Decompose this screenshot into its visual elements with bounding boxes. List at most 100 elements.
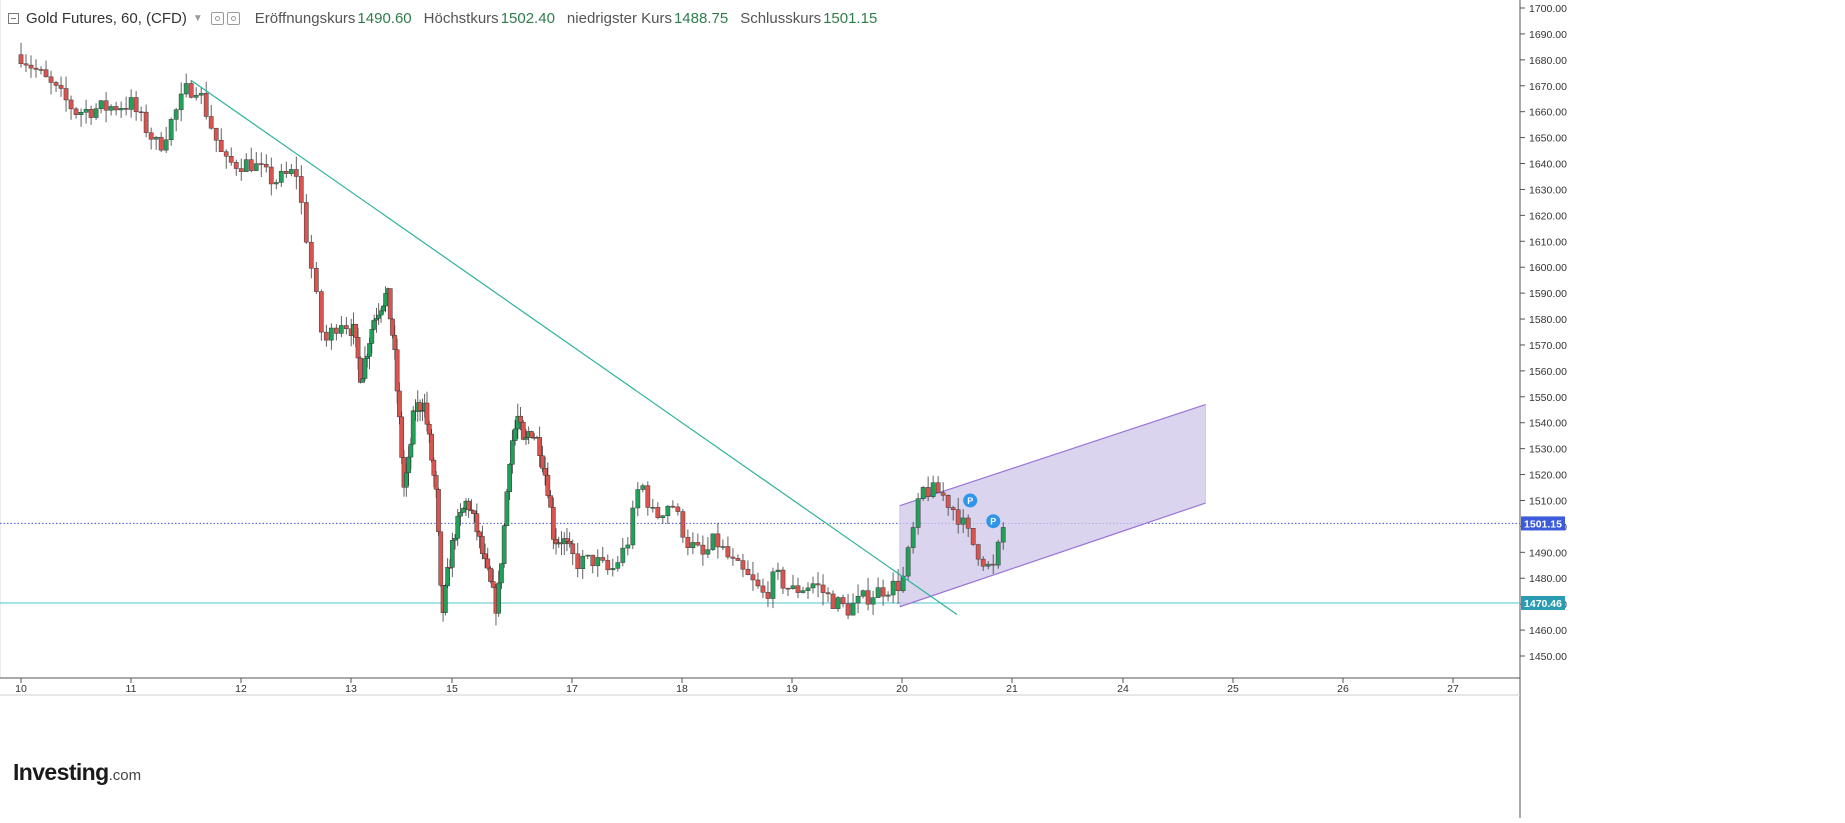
candle-down [466,500,472,511]
candle-down [880,587,886,597]
candle-down [38,69,44,71]
candle-down [228,156,234,163]
candle-down [605,560,611,571]
candle-up [198,92,204,96]
p-marker-badge[interactable] [986,514,1001,529]
candle-up [499,563,504,584]
candle-up [443,585,448,613]
y-tick-label: 1700.00 [1529,3,1567,15]
y-tick-label: 1550.00 [1529,392,1567,404]
candle-down [760,585,766,593]
candle-down [318,291,324,333]
x-tick-label: 19 [786,683,798,695]
candle-up [710,533,716,550]
chevron-down-icon[interactable]: ▼ [192,12,203,24]
candle-down [88,108,94,118]
candle-down [865,590,871,605]
candle-down [238,168,244,172]
candle-down [113,106,119,111]
visibility-icon[interactable] [210,11,224,25]
candle-up [458,512,463,517]
candle-down [940,492,946,496]
candle-down [431,459,437,476]
y-tick-label: 1580.00 [1529,314,1567,326]
candle-down [550,506,556,540]
candle-down [490,581,496,588]
collapse-icon[interactable] [8,12,19,24]
candle-down [975,544,981,560]
candle-up [367,343,372,357]
candle-down [353,324,359,338]
candle-down [387,288,393,320]
candle-up [890,580,896,596]
settings-icon[interactable] [226,11,240,25]
candle-down [394,349,400,392]
candle-up [83,108,89,113]
candle-up [338,325,344,334]
candle-up [510,440,515,465]
x-tick-label: 26 [1337,683,1349,695]
candle-up [870,597,876,605]
candle-down [471,510,477,514]
candle-up [805,587,811,591]
candle-up [183,83,189,95]
candle-down [970,528,976,545]
y-tick-label: 1640.00 [1529,159,1567,171]
candle-up [403,472,409,488]
candle-down [188,83,194,98]
investing-logo[interactable]: Investing.com [13,759,141,786]
candle-down [765,592,771,599]
candle-up [168,119,174,141]
x-tick-label: 12 [235,683,247,695]
candle-down [830,593,836,609]
candle-down [655,507,661,518]
candle-up [720,546,726,548]
candle-up [380,305,386,312]
candle-up [595,557,601,567]
candle-up [523,437,529,440]
candle-up [273,182,279,185]
candle-up [362,358,368,379]
y-tick-label: 1530.00 [1529,444,1567,456]
p-marker-label[interactable]: P [967,496,973,506]
candle-down [950,507,956,511]
last-price-label: 1501.15 [1524,518,1562,530]
p-marker-label[interactable]: P [990,517,996,527]
candle-down [553,539,559,545]
candle-up [328,327,334,341]
candle-up [410,410,416,445]
candle-up [775,569,781,573]
candle-down [730,556,736,559]
x-tick-label: 25 [1227,683,1239,695]
candle-down [158,137,164,151]
candle-down [424,402,430,425]
y-tick-label: 1560.00 [1529,366,1567,378]
candle-up [900,575,906,592]
candle-down [700,544,706,555]
candle-up [850,602,856,616]
p-marker-badge[interactable] [963,493,978,508]
candle-down [63,88,69,101]
candle-up [860,590,866,597]
candle-down [540,455,545,469]
candle-down [392,335,398,350]
candle-down [482,553,488,560]
high-label: Höchstkurs [423,9,499,27]
candle-up [920,487,926,499]
candle-down [965,517,971,529]
candle-up [128,97,134,110]
candle-up [288,169,294,174]
candle-down [223,151,229,157]
candle-down [945,495,951,508]
y-tick-label: 1610.00 [1529,236,1567,248]
candle-down [479,536,485,554]
instrument-title[interactable]: Gold Futures, 60, (CFD) [26,9,187,27]
candle-down [143,111,149,133]
candle-down [397,390,402,418]
x-tick-label: 27 [1447,683,1459,695]
x-tick-label: 20 [896,683,908,695]
candle-up [585,554,591,557]
candle-down [28,64,34,69]
candle-up [905,547,911,577]
channel-lower-line [899,502,1206,608]
